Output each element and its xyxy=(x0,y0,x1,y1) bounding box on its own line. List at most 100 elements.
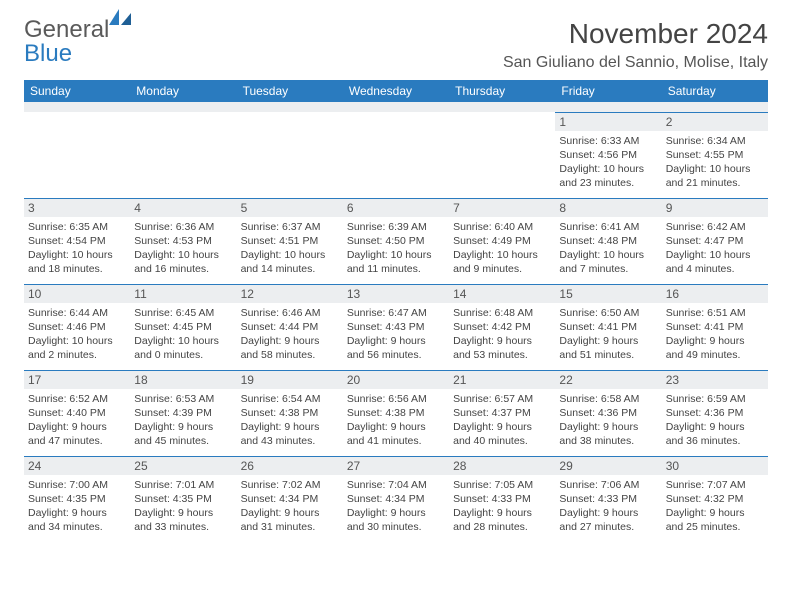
day-number: 11 xyxy=(130,285,236,303)
day-info: Sunrise: 7:00 AMSunset: 4:35 PMDaylight:… xyxy=(28,478,126,535)
day-number: 26 xyxy=(237,457,343,475)
day-cell: 18Sunrise: 6:53 AMSunset: 4:39 PMDayligh… xyxy=(130,370,236,456)
day-number: 29 xyxy=(555,457,661,475)
sunrise-text: Sunrise: 6:42 AM xyxy=(666,220,764,234)
sunrise-text: Sunrise: 6:35 AM xyxy=(28,220,126,234)
daylight-text-1: Daylight: 10 hours xyxy=(559,248,657,262)
daylight-text-1: Daylight: 9 hours xyxy=(666,506,764,520)
sunset-text: Sunset: 4:54 PM xyxy=(28,234,126,248)
day-info: Sunrise: 6:46 AMSunset: 4:44 PMDaylight:… xyxy=(241,306,339,363)
day-info: Sunrise: 7:07 AMSunset: 4:32 PMDaylight:… xyxy=(666,478,764,535)
calendar-week: 1Sunrise: 6:33 AMSunset: 4:56 PMDaylight… xyxy=(24,112,768,198)
sunset-text: Sunset: 4:39 PM xyxy=(134,406,232,420)
sunrise-text: Sunrise: 6:52 AM xyxy=(28,392,126,406)
daylight-text-1: Daylight: 10 hours xyxy=(28,334,126,348)
empty-cell xyxy=(24,112,130,198)
daylight-text-1: Daylight: 9 hours xyxy=(559,420,657,434)
day-number: 7 xyxy=(449,199,555,217)
sunrise-text: Sunrise: 6:57 AM xyxy=(453,392,551,406)
calendar-week: 24Sunrise: 7:00 AMSunset: 4:35 PMDayligh… xyxy=(24,456,768,542)
daylight-text-2: and 0 minutes. xyxy=(134,348,232,362)
sunrise-text: Sunrise: 6:58 AM xyxy=(559,392,657,406)
day-info: Sunrise: 7:01 AMSunset: 4:35 PMDaylight:… xyxy=(134,478,232,535)
day-number: 28 xyxy=(449,457,555,475)
day-info: Sunrise: 6:58 AMSunset: 4:36 PMDaylight:… xyxy=(559,392,657,449)
day-cell: 19 Sunrise: 6:54 AMSunset: 4:38 PMDayligh… xyxy=(237,370,343,456)
daylight-text-2: and 40 minutes. xyxy=(453,434,551,448)
daylight-text-2: and 21 minutes. xyxy=(666,176,764,190)
location: San Giuliano del Sannio, Molise, Italy xyxy=(503,54,768,72)
daylight-text-1: Daylight: 9 hours xyxy=(453,506,551,520)
sunrise-text: Sunrise: 7:06 AM xyxy=(559,478,657,492)
day-header: Thursday xyxy=(449,80,555,102)
day-number: 19 xyxy=(237,371,343,389)
day-header: Monday xyxy=(130,80,236,102)
daylight-text-2: and 33 minutes. xyxy=(134,520,232,534)
daylight-text-2: and 36 minutes. xyxy=(666,434,764,448)
daylight-text-1: Daylight: 9 hours xyxy=(134,420,232,434)
day-number: 12 xyxy=(237,285,343,303)
sunrise-text: Sunrise: 6:34 AM xyxy=(666,134,764,148)
day-info: Sunrise: 6:39 AMSunset: 4:50 PMDaylight:… xyxy=(347,220,445,277)
sunset-text: Sunset: 4:41 PM xyxy=(559,320,657,334)
day-cell: 10Sunrise: 6:44 AMSunset: 4:46 PMDayligh… xyxy=(24,284,130,370)
sunset-text: Sunset: 4:53 PM xyxy=(134,234,232,248)
daylight-text-2: and 28 minutes. xyxy=(453,520,551,534)
day-number: 15 xyxy=(555,285,661,303)
day-info: Sunrise: 6:35 AMSunset: 4:54 PMDaylight:… xyxy=(28,220,126,277)
sunrise-text: Sunrise: 7:01 AM xyxy=(134,478,232,492)
day-info: Sunrise: 6:47 AMSunset: 4:43 PMDaylight:… xyxy=(347,306,445,363)
daylight-text-2: and 58 minutes. xyxy=(241,348,339,362)
sunrise-text: Sunrise: 6:50 AM xyxy=(559,306,657,320)
daylight-text-1: Daylight: 9 hours xyxy=(559,334,657,348)
spacer-row xyxy=(24,102,768,112)
sunset-text: Sunset: 4:38 PM xyxy=(241,406,339,420)
sunset-text: Sunset: 4:36 PM xyxy=(559,406,657,420)
sunset-text: Sunset: 4:50 PM xyxy=(347,234,445,248)
sunrise-text: Sunrise: 6:33 AM xyxy=(559,134,657,148)
day-cell: 9Sunrise: 6:42 AMSunset: 4:47 PMDaylight… xyxy=(662,198,768,284)
sunset-text: Sunset: 4:34 PM xyxy=(347,492,445,506)
calendar-week: 3Sunrise: 6:35 AMSunset: 4:54 PMDaylight… xyxy=(24,198,768,284)
daylight-text-2: and 25 minutes. xyxy=(666,520,764,534)
day-cell: 1Sunrise: 6:33 AMSunset: 4:56 PMDaylight… xyxy=(555,112,661,198)
daylight-text-2: and 45 minutes. xyxy=(134,434,232,448)
title-block: November 2024 San Giuliano del Sannio, M… xyxy=(503,18,768,72)
sunset-text: Sunset: 4:45 PM xyxy=(134,320,232,334)
logo-sail-icon xyxy=(109,9,131,30)
day-info: Sunrise: 7:04 AMSunset: 4:34 PMDaylight:… xyxy=(347,478,445,535)
sunset-text: Sunset: 4:33 PM xyxy=(559,492,657,506)
day-number: 16 xyxy=(662,285,768,303)
daylight-text-1: Daylight: 9 hours xyxy=(241,334,339,348)
sunset-text: Sunset: 4:49 PM xyxy=(453,234,551,248)
day-info: Sunrise: 7:05 AMSunset: 4:33 PMDaylight:… xyxy=(453,478,551,535)
day-cell: 8Sunrise: 6:41 AMSunset: 4:48 PMDaylight… xyxy=(555,198,661,284)
day-info: Sunrise: 6:50 AMSunset: 4:41 PMDaylight:… xyxy=(559,306,657,363)
day-number: 9 xyxy=(662,199,768,217)
day-info: Sunrise: 6:36 AMSunset: 4:53 PMDaylight:… xyxy=(134,220,232,277)
sunrise-text: Sunrise: 6:48 AM xyxy=(453,306,551,320)
daylight-text-1: Daylight: 10 hours xyxy=(666,162,764,176)
empty-cell xyxy=(343,112,449,198)
daylight-text-2: and 41 minutes. xyxy=(347,434,445,448)
month-title: November 2024 xyxy=(503,18,768,50)
day-number: 20 xyxy=(343,371,449,389)
day-cell: 30Sunrise: 7:07 AMSunset: 4:32 PMDayligh… xyxy=(662,456,768,542)
sunrise-text: Sunrise: 6:37 AM xyxy=(241,220,339,234)
day-cell: 11Sunrise: 6:45 AMSunset: 4:45 PMDayligh… xyxy=(130,284,236,370)
sunset-text: Sunset: 4:40 PM xyxy=(28,406,126,420)
day-number: 6 xyxy=(343,199,449,217)
sunset-text: Sunset: 4:32 PM xyxy=(666,492,764,506)
day-info: Sunrise: 6:54 AMSunset: 4:38 PMDaylight:… xyxy=(241,392,339,449)
daylight-text-1: Daylight: 9 hours xyxy=(666,420,764,434)
day-info: Sunrise: 6:51 AMSunset: 4:41 PMDaylight:… xyxy=(666,306,764,363)
sunrise-text: Sunrise: 7:05 AM xyxy=(453,478,551,492)
daylight-text-1: Daylight: 10 hours xyxy=(453,248,551,262)
daylight-text-1: Daylight: 9 hours xyxy=(559,506,657,520)
sunrise-text: Sunrise: 6:44 AM xyxy=(28,306,126,320)
daylight-text-1: Daylight: 9 hours xyxy=(241,506,339,520)
sunrise-text: Sunrise: 6:41 AM xyxy=(559,220,657,234)
daylight-text-2: and 9 minutes. xyxy=(453,262,551,276)
sunset-text: Sunset: 4:42 PM xyxy=(453,320,551,334)
day-info: Sunrise: 6:59 AMSunset: 4:36 PMDaylight:… xyxy=(666,392,764,449)
